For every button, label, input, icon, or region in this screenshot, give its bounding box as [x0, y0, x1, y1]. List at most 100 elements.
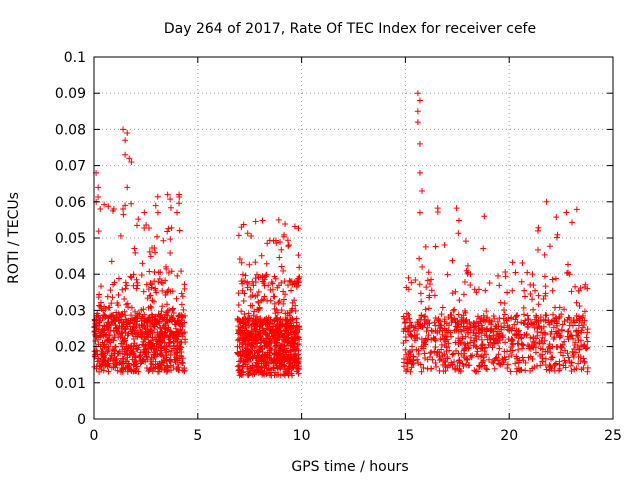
- data-point: [494, 318, 501, 325]
- data-point: [436, 357, 443, 364]
- data-point: [481, 213, 488, 220]
- data-point: [105, 357, 112, 364]
- data-point: [158, 312, 165, 319]
- data-point: [126, 155, 133, 162]
- data-point: [132, 317, 139, 324]
- data-point: [462, 238, 469, 245]
- data-point: [155, 278, 162, 285]
- data-point: [539, 351, 546, 358]
- data-point: [270, 323, 277, 330]
- data-point: [145, 224, 152, 231]
- data-point: [129, 327, 136, 334]
- data-point: [251, 321, 258, 328]
- data-point: [181, 367, 188, 374]
- data-point: [405, 311, 412, 318]
- data-point: [452, 288, 459, 295]
- data-point: [436, 328, 443, 335]
- data-point: [120, 206, 127, 213]
- data-point: [501, 320, 508, 327]
- x-axis-title: GPS time / hours: [291, 459, 408, 475]
- data-point: [110, 281, 117, 288]
- data-point: [492, 337, 499, 344]
- data-point: [575, 322, 582, 329]
- data-point: [256, 346, 263, 353]
- data-point: [266, 352, 273, 359]
- data-point: [92, 331, 99, 338]
- data-point: [512, 360, 519, 367]
- data-point: [417, 290, 424, 297]
- data-point: [234, 343, 241, 350]
- data-point: [293, 319, 300, 326]
- data-point: [412, 276, 419, 283]
- data-point: [439, 304, 446, 311]
- data-point: [285, 338, 292, 345]
- data-point: [136, 353, 143, 360]
- data-point: [520, 311, 527, 318]
- data-point: [537, 362, 544, 369]
- data-point: [255, 288, 262, 295]
- data-point: [514, 312, 521, 319]
- data-point: [167, 204, 174, 211]
- data-point: [470, 337, 477, 344]
- data-point: [244, 230, 251, 237]
- data-point: [138, 334, 145, 341]
- data-point: [167, 236, 174, 243]
- data-point: [441, 351, 448, 358]
- data-point: [122, 285, 129, 292]
- data-point: [535, 224, 542, 231]
- data-point: [554, 231, 561, 238]
- data-point: [169, 314, 176, 321]
- data-point: [573, 328, 580, 335]
- data-point: [452, 366, 459, 373]
- data-point: [91, 317, 98, 324]
- data-point: [518, 334, 525, 341]
- data-point: [270, 293, 277, 300]
- data-point: [460, 312, 467, 319]
- data-point: [426, 294, 433, 301]
- data-point: [508, 314, 515, 321]
- data-point: [455, 328, 462, 335]
- data-point: [416, 209, 423, 216]
- data-point: [133, 359, 140, 366]
- data-point: [428, 336, 435, 343]
- data-point: [270, 365, 277, 372]
- data-point: [514, 318, 521, 325]
- data-point: [144, 295, 151, 302]
- data-point: [474, 313, 481, 320]
- data-point: [149, 312, 156, 319]
- data-point: [427, 350, 434, 357]
- data-point: [155, 363, 162, 370]
- data-point: [285, 243, 292, 250]
- data-point: [124, 130, 131, 137]
- data-point: [99, 314, 106, 321]
- data-point: [151, 298, 158, 305]
- data-point: [107, 339, 114, 346]
- data-point: [568, 288, 575, 295]
- data-point: [128, 304, 135, 311]
- data-point: [553, 234, 560, 241]
- data-point: [422, 306, 429, 313]
- data-point: [542, 361, 549, 368]
- data-point: [130, 271, 137, 278]
- data-point: [441, 242, 448, 249]
- data-point: [429, 356, 436, 363]
- data-point: [572, 283, 579, 290]
- data-point: [424, 365, 431, 372]
- data-point: [545, 344, 552, 351]
- data-point: [568, 219, 575, 226]
- data-point: [289, 341, 296, 348]
- data-point: [138, 315, 145, 322]
- data-point: [295, 340, 302, 347]
- data-point: [260, 296, 267, 303]
- data-point: [180, 314, 187, 321]
- data-point: [414, 90, 421, 97]
- data-point: [118, 340, 125, 347]
- data-point: [482, 318, 489, 325]
- data-point: [557, 349, 564, 356]
- data-point: [250, 282, 257, 289]
- data-point: [154, 209, 161, 216]
- data-point: [472, 368, 479, 375]
- data-point: [426, 281, 433, 288]
- data-point: [268, 330, 275, 337]
- y-tick-label: 0.02: [55, 340, 86, 356]
